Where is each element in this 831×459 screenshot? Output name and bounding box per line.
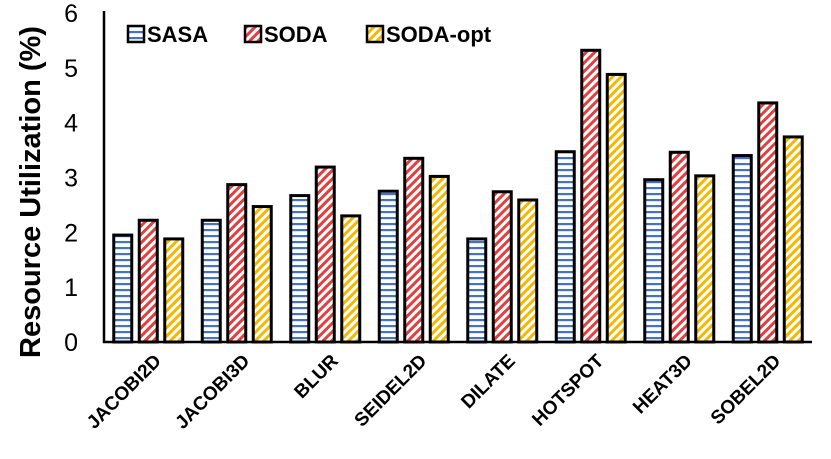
x-category-label: BLUR [291,350,343,402]
bar-soda-opt [163,237,185,344]
legend-label-soda-opt: SODA-opt [386,22,492,47]
bar-soda [580,48,602,344]
y-tick-label: 4 [64,110,78,138]
legend: SASA SODA SODA-opt [126,22,492,47]
bar-sasa [377,189,399,344]
y-tick-label: 5 [64,55,78,83]
bar-soda [137,218,159,344]
bar-soda-opt [340,214,362,344]
bar-soda-opt [782,135,804,344]
bar-soda [757,101,779,344]
bar-soda-opt [694,174,716,344]
bar-sasa [554,150,576,344]
legend-label-sasa: SASA [147,22,208,47]
x-category-label: HOTSPOT [528,350,608,430]
legend-swatch-sasa [126,24,146,44]
bar-soda-opt [605,72,627,344]
legend-swatch-soda [243,24,263,44]
x-category-label: SEIDEL2D [351,351,432,432]
x-category-label: DILATE [457,351,519,413]
bar-sasa [289,194,311,344]
x-category-label: JACOBI2D [83,351,166,434]
bar-sasa [112,233,134,344]
y-tick-label: 6 [64,0,78,28]
bar-sasa [200,218,222,344]
y-tick-label: 3 [64,165,78,193]
x-category-label: JACOBI3D [171,351,254,434]
legend-swatch-soda-opt [365,24,385,44]
y-tick-label: 1 [64,274,78,302]
bar-soda-opt [251,205,273,344]
bar-soda [668,150,690,344]
bar-sasa [643,178,665,344]
bar-sasa [466,237,488,344]
bar-sasa [731,154,753,344]
bar-soda [491,190,513,344]
y-tick-label: 0 [64,329,78,357]
y-tick-label: 2 [64,219,78,247]
bar-soda [314,165,336,344]
bar-soda [403,156,425,344]
y-axis-title: Resource Utilization (%) [15,26,47,358]
x-category-label: HEAT3D [629,351,697,419]
bar-soda-opt [428,174,450,344]
legend-label-soda: SODA [264,22,328,47]
bar-soda [226,183,248,344]
bar-soda-opt [517,198,539,344]
x-category-label: SOBEL2D [707,351,785,429]
